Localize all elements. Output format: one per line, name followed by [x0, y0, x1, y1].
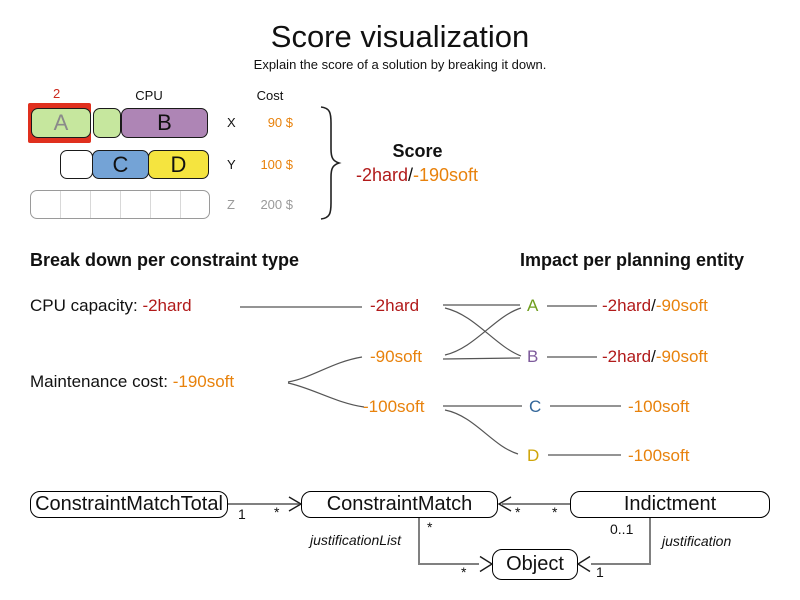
- entity-d-letter: D: [527, 446, 540, 465]
- role-justification: justification: [662, 533, 732, 549]
- entity-a-impact-sep: /: [651, 296, 656, 315]
- machine-y-cost: 100 $: [260, 157, 293, 172]
- process-block-b-label: B: [157, 110, 172, 135]
- process-block-small: [93, 108, 121, 138]
- constraint-maintenance-cost-value: -190soft: [172, 372, 235, 391]
- breakdown-connector-lines: [240, 304, 621, 456]
- impact-heading: Impact per planning entity: [520, 250, 745, 270]
- role-justification-list: justificationList: [310, 532, 402, 548]
- cpu-column-header: CPU: [135, 88, 163, 103]
- entity-c-letter: C: [529, 397, 542, 416]
- uml-box-constraint-match-label: ConstraintMatch: [326, 493, 473, 515]
- mult-indictment-zero-one: 0..1: [610, 521, 634, 537]
- mult-cmt-one: 1: [238, 506, 246, 522]
- entity-a-impact: -2hard/-90soft: [602, 296, 708, 316]
- mult-cmt-star: *: [274, 504, 280, 520]
- uml-box-indictment: Indictment: [570, 491, 770, 518]
- overload-count-label: 2: [53, 86, 61, 101]
- process-block-c-label: C: [112, 151, 129, 177]
- process-block-a-label: A: [53, 110, 69, 135]
- process-block-a: A: [31, 108, 91, 138]
- match-value-90soft: -90soft: [370, 347, 422, 366]
- entity-a-impact-soft: -90soft: [655, 296, 708, 315]
- machine-z-cost: 200 $: [260, 197, 293, 212]
- entity-b-impact-sep: /: [651, 347, 656, 366]
- empty-slot-block: [60, 150, 93, 179]
- entity-b-impact: -2hard/-90soft: [602, 347, 708, 367]
- machine-x-cost: 90 $: [267, 115, 293, 130]
- uml-box-object-label: Object: [506, 553, 564, 575]
- process-block-d: D: [148, 150, 209, 179]
- constraint-maintenance-cost-label: Maintenance cost:: [30, 372, 173, 391]
- score-label: Score: [392, 141, 443, 161]
- mult-object-one: 1: [596, 564, 604, 580]
- constraint-cpu-capacity-label: CPU capacity:: [30, 296, 143, 315]
- score-value: -2hard/-190soft: [337, 165, 497, 186]
- entity-b-letter: B: [527, 347, 539, 366]
- uml-box-indictment-label: Indictment: [623, 493, 717, 515]
- entity-a-letter: A: [527, 296, 539, 315]
- entity-b-impact-soft: -90soft: [655, 347, 708, 366]
- constraint-cpu-capacity-value: -2hard: [142, 296, 192, 315]
- entity-a-impact-hard: -2hard: [602, 296, 652, 315]
- constraint-cpu-capacity: CPU capacity: -2hard: [30, 296, 192, 316]
- score-hard-value: -2hard: [355, 165, 408, 185]
- machine-x-label: X: [227, 115, 236, 130]
- machine-z-empty-track: [30, 190, 210, 219]
- brace-icon: [320, 106, 342, 220]
- entity-c-impact: -100soft: [628, 397, 690, 416]
- page-title: Score visualization: [270, 19, 530, 54]
- machine-z-label: Z: [227, 197, 235, 212]
- constraint-maintenance-cost: Maintenance cost: -190soft: [30, 372, 235, 392]
- page-subtitle: Explain the score of a solution by break…: [253, 57, 547, 72]
- match-value-2hard: -2hard: [370, 296, 420, 315]
- score-soft-value: -190soft: [413, 165, 479, 185]
- uml-box-object: Object: [492, 549, 578, 580]
- process-block-d-label: D: [170, 151, 187, 177]
- machine-y-label: Y: [227, 157, 236, 172]
- mult-ind-cm-star-left: *: [515, 504, 521, 520]
- entity-d-impact: -100soft: [628, 446, 690, 465]
- uml-box-constraint-match: ConstraintMatch: [301, 491, 498, 518]
- mult-justification-list-star: *: [427, 519, 433, 535]
- uml-box-constraint-match-total: ConstraintMatchTotal: [30, 491, 228, 518]
- cost-column-header: Cost: [256, 88, 284, 103]
- process-block-c: C: [92, 150, 149, 179]
- uml-box-constraint-match-total-label: ConstraintMatchTotal: [35, 493, 223, 515]
- score-separator: /: [407, 165, 413, 185]
- mult-ind-cm-star-right: *: [552, 504, 558, 520]
- match-value-100soft: -100soft: [363, 397, 425, 416]
- process-block-b: B: [121, 108, 208, 138]
- mult-justification-list-arrow-star: *: [461, 564, 467, 580]
- entity-b-impact-hard: -2hard: [602, 347, 652, 366]
- breakdown-heading: Break down per constraint type: [30, 250, 300, 270]
